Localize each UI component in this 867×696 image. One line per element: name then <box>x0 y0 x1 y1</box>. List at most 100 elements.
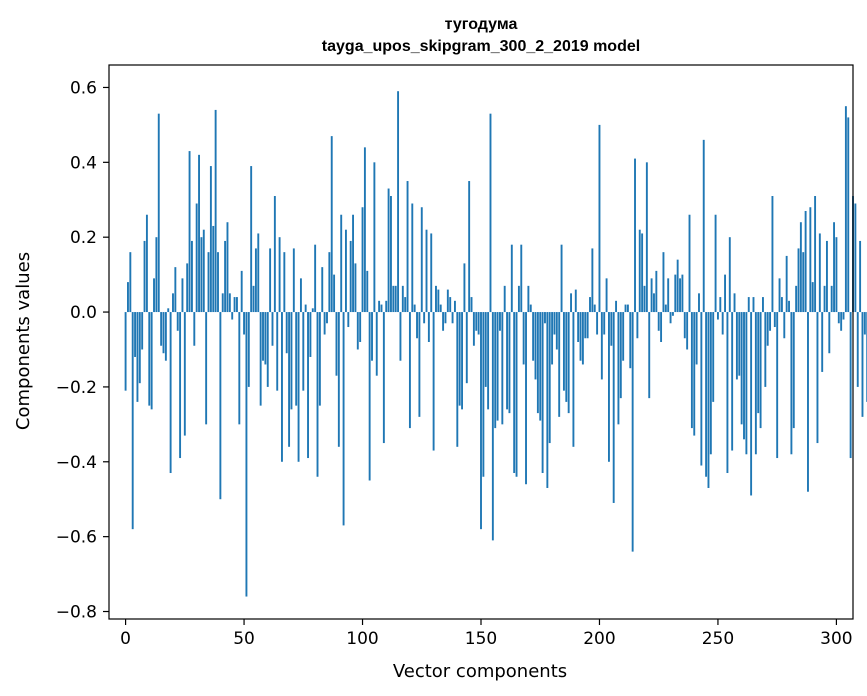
bar-77 <box>307 312 309 459</box>
bar-106 <box>375 312 378 376</box>
y-tick-label: −0.6 <box>56 528 97 548</box>
x-axis-ticks: 0 50 100 150 200 250 300 <box>120 619 853 649</box>
bar-111 <box>387 188 390 313</box>
bar-204 <box>608 312 610 462</box>
bar-95 <box>349 240 352 313</box>
bar-301 <box>837 312 840 324</box>
bar-180 <box>551 312 554 365</box>
bar-158 <box>499 312 501 331</box>
bar-237 <box>686 312 689 350</box>
bar-196 <box>589 297 591 313</box>
bar-290 <box>811 282 814 313</box>
bar-140 <box>456 312 459 447</box>
bar-210 <box>622 312 625 361</box>
bar-263 <box>747 297 750 313</box>
bar-312 <box>863 312 866 335</box>
bar-291 <box>814 196 817 313</box>
x-axis-label: Vector components <box>393 661 567 682</box>
bar-7 <box>141 312 144 350</box>
bar-132 <box>437 289 440 313</box>
bar-253 <box>724 274 726 313</box>
bar-215 <box>634 158 636 313</box>
bar-99 <box>359 312 362 342</box>
bar-149 <box>477 312 480 335</box>
bar-41 <box>221 293 224 313</box>
bar-195 <box>586 312 589 339</box>
bar-141 <box>458 312 461 406</box>
bar-20 <box>172 293 174 313</box>
x-tick-label: 150 <box>465 629 497 649</box>
bar-299 <box>833 222 835 313</box>
bar-47 <box>236 297 238 313</box>
x-tick-label: 0 <box>120 629 131 649</box>
bar-247 <box>709 312 712 455</box>
bar-3 <box>131 312 134 530</box>
bar-283 <box>795 285 798 313</box>
bar-137 <box>449 297 452 313</box>
bar-1 <box>127 282 129 313</box>
y-tick-label: 0.4 <box>70 153 97 173</box>
bar-187 <box>567 312 570 414</box>
bar-107 <box>378 300 381 313</box>
bar-260 <box>740 312 743 425</box>
bar-37 <box>212 225 215 313</box>
bar-94 <box>347 312 350 328</box>
bar-224 <box>655 270 658 313</box>
bar-58 <box>262 312 264 361</box>
bar-23 <box>179 312 182 459</box>
bar-225 <box>657 312 660 331</box>
bar-5 <box>136 312 139 402</box>
bar-216 <box>636 312 639 339</box>
bar-56 <box>257 233 260 313</box>
bar-309 <box>856 312 859 387</box>
bar-25 <box>183 312 186 436</box>
bar-201 <box>600 312 603 380</box>
bar-30 <box>195 203 198 313</box>
bar-61 <box>269 248 272 313</box>
bar-8 <box>143 240 146 313</box>
bar-160 <box>503 285 506 313</box>
bar-238 <box>688 214 691 313</box>
y-axis-label: Components values <box>13 252 34 430</box>
bar-233 <box>676 259 679 313</box>
bar-62 <box>271 312 274 346</box>
bar-101 <box>363 147 366 313</box>
bar-186 <box>565 312 568 402</box>
bar-248 <box>712 312 715 402</box>
bar-87 <box>330 136 333 313</box>
bar-133 <box>439 304 442 313</box>
bar-259 <box>738 312 741 376</box>
bar-115 <box>397 91 400 313</box>
bar-275 <box>776 312 779 459</box>
bar-159 <box>501 312 504 425</box>
bar-272 <box>769 312 772 331</box>
bar-277 <box>780 297 783 313</box>
x-tick-label: 300 <box>820 629 852 649</box>
bar-100 <box>361 207 364 313</box>
x-tick-label: 100 <box>346 629 378 649</box>
bar-300 <box>835 237 838 313</box>
bar-54 <box>252 285 255 313</box>
bar-269 <box>762 297 764 313</box>
bar-121 <box>411 203 414 313</box>
bar-68 <box>285 312 288 354</box>
bar-126 <box>423 312 426 324</box>
bar-188 <box>570 293 572 313</box>
bar-83 <box>321 267 324 313</box>
bar-178 <box>546 312 549 488</box>
bar-197 <box>591 248 594 313</box>
bar-161 <box>506 312 509 410</box>
bar-181 <box>553 312 556 335</box>
bar-250 <box>716 312 719 320</box>
y-axis-ticks: −0.8 −0.6 −0.4 −0.2 0.0 0.2 0.4 0.6 <box>56 78 109 623</box>
bar-150 <box>480 312 482 530</box>
bar-221 <box>648 312 651 399</box>
bar-229 <box>667 278 670 313</box>
bar-184 <box>560 244 563 313</box>
bar-228 <box>664 304 667 313</box>
bar-304 <box>844 106 847 313</box>
bar-43 <box>226 222 229 313</box>
bar-212 <box>626 304 629 313</box>
bar-49 <box>240 270 243 313</box>
y-tick-label: −0.2 <box>56 378 97 398</box>
